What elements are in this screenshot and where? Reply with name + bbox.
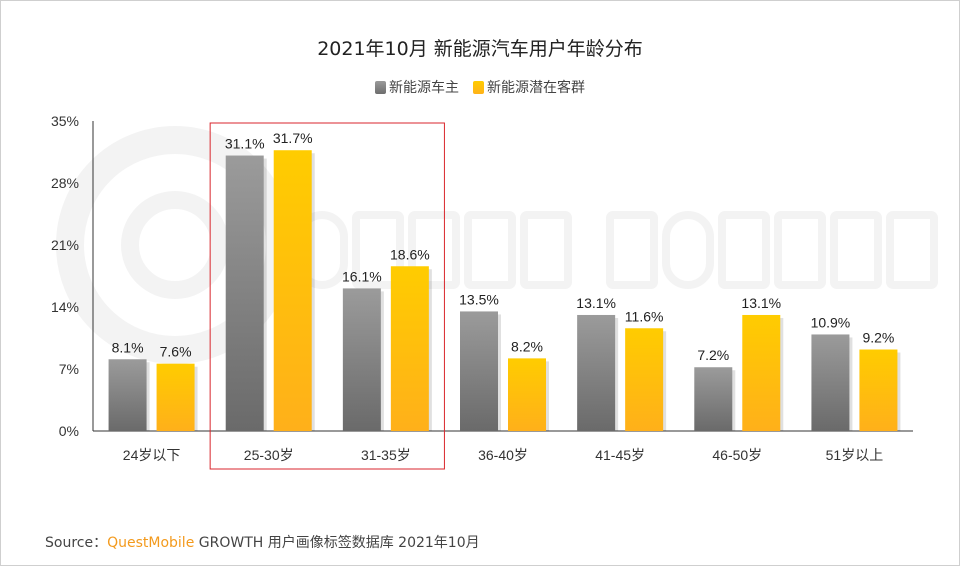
watermark-glyph	[774, 211, 826, 289]
x-tick-label: 51岁以上	[826, 447, 884, 463]
x-tick-label: 46-50岁	[712, 447, 762, 463]
bar-potential	[390, 266, 429, 431]
data-label: 16.1%	[342, 268, 382, 284]
bar-potential	[742, 314, 781, 431]
legend-swatch-gray	[375, 80, 386, 94]
watermark-glyph	[520, 211, 572, 289]
data-label: 13.1%	[576, 295, 616, 311]
data-label: 13.1%	[741, 295, 781, 311]
legend-item-potential: 新能源潜在客群	[473, 77, 585, 97]
source-text: GROWTH 用户画像标签数据库 2021年10月	[198, 535, 480, 551]
source-note: Source：QuestMobile GROWTH 用户画像标签数据库 2021…	[45, 532, 480, 552]
data-label: 10.9%	[811, 314, 851, 330]
watermark-logo	[56, 126, 938, 364]
x-tick-label: 31-35岁	[361, 447, 411, 463]
watermark-glyph	[886, 211, 938, 289]
y-tick-label: 14%	[51, 299, 79, 315]
bar-potential	[273, 150, 312, 431]
legend-label: 新能源车主	[389, 80, 459, 96]
x-tick-label: 36-40岁	[478, 447, 528, 463]
y-tick-label: 28%	[51, 175, 79, 191]
data-label: 31.1%	[225, 136, 265, 152]
bar-potential	[156, 363, 195, 431]
y-tick-label: 35%	[51, 113, 79, 129]
bar-owners	[460, 311, 498, 431]
bar-owners	[342, 288, 381, 431]
data-label: 13.5%	[459, 291, 499, 307]
watermark-glyph	[408, 211, 460, 289]
bar-potential	[508, 358, 546, 431]
bar-owners	[811, 334, 850, 431]
x-tick-label: 24岁以下	[123, 447, 181, 463]
data-label: 8.2%	[511, 338, 543, 354]
data-label: 11.6%	[625, 308, 664, 324]
x-tick-label: 25-30岁	[244, 447, 294, 463]
data-label: 31.7%	[273, 130, 313, 146]
legend-item-owners: 新能源车主	[375, 77, 459, 97]
bar-owners	[225, 155, 264, 432]
y-tick-label: 21%	[51, 237, 79, 253]
data-label: 7.2%	[697, 347, 729, 363]
data-label: 18.6%	[390, 246, 430, 262]
data-label: 8.1%	[112, 339, 144, 355]
source-prefix: Source：	[45, 535, 108, 551]
bar-owners	[577, 314, 616, 431]
watermark-glyph	[464, 211, 516, 289]
y-tick-label: 0%	[59, 423, 79, 439]
watermark-glyph	[606, 211, 658, 289]
legend: 新能源车主 新能源潜在客群	[0, 77, 960, 97]
x-tick-label: 41-45岁	[595, 447, 645, 463]
y-tick-label: 7%	[59, 361, 79, 377]
watermark-glyph	[718, 211, 770, 289]
legend-label: 新能源潜在客群	[487, 80, 585, 96]
bar-owners	[694, 367, 733, 431]
watermark-glyph	[830, 211, 882, 289]
bar-potential	[625, 328, 664, 431]
legend-swatch-yellow	[473, 80, 484, 94]
data-label: 7.6%	[160, 344, 192, 360]
bar-potential	[859, 349, 898, 431]
highlight-box	[209, 122, 445, 470]
chart-title: 2021年10月 新能源汽车用户年龄分布	[317, 38, 643, 60]
data-label: 9.2%	[862, 330, 894, 346]
bar-owners	[108, 359, 147, 431]
watermark-glyph	[662, 211, 714, 289]
source-brand: QuestMobile	[107, 535, 195, 551]
watermark-glyph	[352, 211, 404, 289]
